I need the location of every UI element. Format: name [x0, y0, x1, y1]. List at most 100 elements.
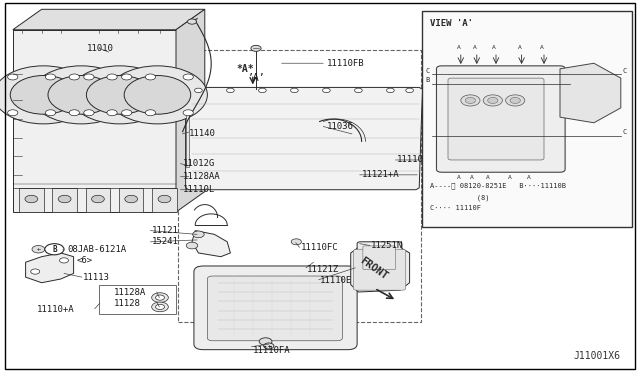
Text: A: A	[540, 45, 544, 50]
Circle shape	[45, 110, 56, 116]
Text: A----① 08120-8251E   B····11110B: A----① 08120-8251E B····11110B	[430, 183, 566, 189]
Circle shape	[158, 195, 171, 203]
Circle shape	[60, 258, 68, 263]
Text: C: C	[426, 68, 430, 74]
Circle shape	[291, 88, 298, 93]
Circle shape	[186, 242, 198, 249]
Text: A: A	[486, 175, 490, 180]
Text: A: A	[457, 45, 461, 50]
Text: A: A	[518, 45, 522, 50]
Circle shape	[32, 246, 45, 253]
Text: 11010: 11010	[86, 44, 113, 53]
Text: A: A	[470, 175, 474, 180]
Circle shape	[156, 304, 164, 310]
Circle shape	[122, 110, 132, 116]
Circle shape	[92, 195, 104, 203]
Bar	[86, 188, 110, 212]
Circle shape	[8, 110, 18, 116]
Bar	[99, 285, 176, 314]
Circle shape	[156, 295, 164, 300]
Text: 11121Z: 11121Z	[307, 265, 339, 274]
Circle shape	[355, 88, 362, 93]
FancyBboxPatch shape	[194, 266, 357, 350]
Text: 11140: 11140	[189, 129, 216, 138]
Circle shape	[387, 88, 394, 93]
Text: *A*: *A*	[236, 64, 254, 74]
Bar	[422, 11, 632, 227]
Bar	[119, 188, 143, 212]
Circle shape	[488, 97, 498, 103]
Polygon shape	[26, 253, 74, 283]
Polygon shape	[192, 231, 230, 257]
Text: A: A	[457, 175, 461, 180]
Text: 11036: 11036	[326, 122, 353, 131]
Circle shape	[107, 74, 117, 80]
Circle shape	[45, 244, 64, 255]
Text: A: A	[508, 175, 512, 180]
Circle shape	[145, 110, 156, 116]
Circle shape	[122, 74, 132, 80]
Circle shape	[145, 74, 156, 80]
Circle shape	[193, 231, 204, 238]
Circle shape	[84, 74, 94, 80]
FancyBboxPatch shape	[448, 78, 544, 160]
Circle shape	[510, 97, 520, 103]
Circle shape	[506, 95, 525, 106]
Text: 11128: 11128	[114, 299, 141, 308]
FancyBboxPatch shape	[207, 276, 342, 341]
Circle shape	[259, 88, 266, 93]
Polygon shape	[560, 63, 621, 123]
Circle shape	[10, 76, 77, 114]
Circle shape	[227, 88, 234, 93]
Text: A: A	[492, 45, 496, 50]
Bar	[19, 188, 44, 212]
Text: VIEW 'A': VIEW 'A'	[430, 19, 473, 28]
Text: 11121+A: 11121+A	[362, 170, 399, 179]
Text: 11110L: 11110L	[182, 185, 214, 194]
Text: 11110FA: 11110FA	[253, 346, 291, 355]
Circle shape	[31, 269, 40, 274]
FancyBboxPatch shape	[353, 249, 406, 290]
Text: 11110E: 11110E	[320, 276, 352, 285]
Polygon shape	[351, 247, 410, 292]
Circle shape	[125, 195, 138, 203]
Circle shape	[0, 66, 93, 124]
Text: 11110FC: 11110FC	[301, 243, 339, 252]
Text: C···· 11110F: C···· 11110F	[430, 205, 481, 211]
Text: C: C	[622, 68, 627, 74]
FancyBboxPatch shape	[363, 246, 396, 270]
Circle shape	[461, 95, 480, 106]
Text: <6>: <6>	[77, 256, 93, 265]
Circle shape	[483, 95, 502, 106]
Polygon shape	[176, 9, 205, 212]
Polygon shape	[13, 9, 205, 30]
Circle shape	[45, 74, 56, 80]
Text: B: B	[426, 77, 430, 83]
Circle shape	[406, 88, 413, 93]
Circle shape	[251, 45, 261, 51]
Circle shape	[152, 302, 168, 312]
Circle shape	[86, 76, 153, 114]
Text: 15241: 15241	[152, 237, 179, 246]
Circle shape	[195, 88, 202, 93]
Circle shape	[70, 66, 170, 124]
Circle shape	[48, 76, 115, 114]
Text: 08JAB-6121A: 08JAB-6121A	[67, 245, 126, 254]
Circle shape	[107, 110, 117, 116]
FancyBboxPatch shape	[436, 66, 565, 172]
Circle shape	[264, 343, 274, 349]
Circle shape	[183, 74, 193, 80]
Text: J11001X6: J11001X6	[574, 351, 621, 361]
Text: ’A’: ’A’	[248, 73, 266, 83]
Text: (8): (8)	[430, 194, 490, 201]
Polygon shape	[13, 30, 176, 212]
Text: A: A	[527, 175, 531, 180]
Circle shape	[58, 195, 71, 203]
Text: 11110+A: 11110+A	[37, 305, 75, 314]
Circle shape	[108, 66, 207, 124]
Circle shape	[323, 88, 330, 93]
Text: 11128A: 11128A	[114, 288, 146, 296]
Polygon shape	[186, 112, 189, 167]
Circle shape	[8, 74, 18, 80]
Text: B: B	[52, 245, 57, 254]
